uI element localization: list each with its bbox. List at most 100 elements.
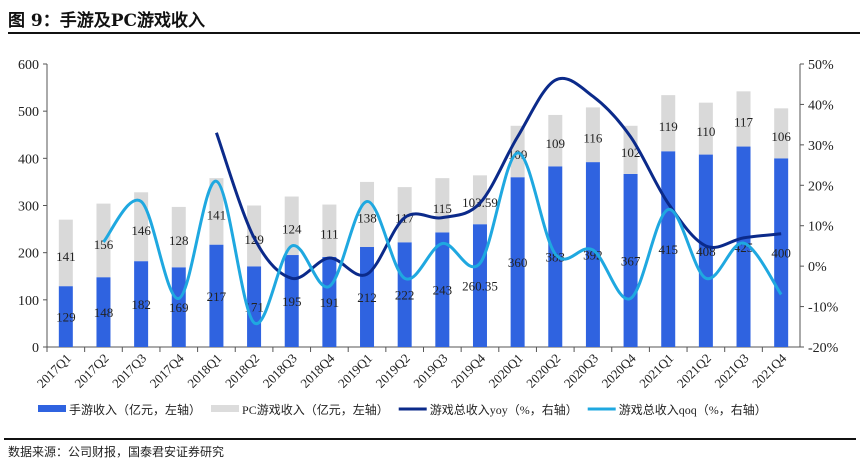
legend-label: PC游戏收入（亿元，左轴） [242,402,389,417]
x-tick-label: 2018Q1 [184,351,224,391]
bar-mobile [209,244,224,347]
bar-pc [472,175,487,225]
bar-pc [171,206,186,268]
data-label-mobile: 400 [771,246,791,261]
bar-mobile [171,267,186,347]
x-tick-label: 2021Q2 [674,351,714,391]
data-label-mobile: 360 [508,255,528,270]
line-qoq [102,151,783,326]
bar-pc [585,107,600,163]
data-label-mobile: 212 [357,290,377,305]
y2-tick-label: 40% [808,98,834,113]
x-tick-label: 2017Q4 [147,350,188,391]
bar-pc [58,219,73,287]
y2-tick-label: 50% [808,58,834,73]
data-label-pc: 156 [94,237,114,252]
source-note: 数据来源：公司财报，国泰君安证券研究 [8,445,225,459]
x-tick-label: 2020Q2 [523,351,563,391]
legend-swatch [38,405,66,412]
data-label-pc: 116 [583,130,603,145]
data-label-mobile: 148 [94,305,114,320]
bar-mobile [623,173,638,347]
y-tick-label: 500 [18,105,39,120]
x-tick-label: 2018Q3 [260,351,300,391]
x-tick-label: 2021Q1 [636,351,676,391]
data-label-mobile: 129 [56,310,76,325]
data-label-pc: 117 [734,115,754,130]
data-label-pc: 128 [169,233,189,248]
data-label-pc: 102 [621,145,641,160]
x-tick-label: 2017Q1 [34,351,74,391]
bar-pc [698,102,713,155]
y2-tick-label: 0% [808,260,827,275]
bar-mobile [585,162,600,347]
y2-tick-label: 10% [808,220,834,235]
bar-mobile [247,266,262,347]
data-label-mobile: 383 [546,250,566,265]
data-label-mobile: 243 [433,283,453,298]
x-tick-label: 2020Q3 [561,351,601,391]
bar-mobile [134,261,149,347]
bar-mobile [774,158,789,347]
bar-pc [774,108,789,159]
bar-pc [134,192,149,262]
data-label-mobile: 182 [131,297,151,312]
bar-pc [548,114,563,167]
y2-tick-label: -10% [808,301,839,316]
x-tick-label: 2019Q2 [373,351,413,391]
x-tick-label: 2017Q2 [71,351,111,391]
data-label-mobile: 260.35 [462,279,498,294]
data-label-mobile: 367 [621,253,641,268]
y-tick-label: 0 [32,341,39,356]
data-label-mobile: 217 [207,289,227,304]
data-label-mobile: 222 [395,288,415,303]
bar-mobile [58,286,73,347]
y2-tick-label: 30% [808,139,834,154]
data-label-pc: 111 [320,226,339,241]
data-label-mobile: 169 [169,300,189,315]
chart: 0 100 200 300 400 500 600 -20% -10% 0% 10% 20% 30% 40… [18,58,839,417]
line-yoy [215,77,782,280]
y2-tick-label: 20% [808,179,834,194]
data-label-pc: 110 [696,124,715,139]
bar-pc [397,187,412,243]
title-rule [8,32,860,34]
bar-mobile [548,166,563,347]
data-label-pc: 146 [131,223,151,238]
chart-title: 图 9：手游及PC游戏收入 [8,11,206,31]
x-tick-label: 2017Q3 [109,351,149,391]
data-label-mobile: 392 [583,248,603,263]
x-tick-label: 2019Q1 [335,351,375,391]
x-tick-label: 2018Q2 [222,351,262,391]
bar-mobile [698,154,713,347]
x-tick-label: 2018Q4 [297,350,338,391]
bar-mobile [510,177,525,347]
x-tick-label: 2019Q3 [410,351,450,391]
data-label-pc: 124 [282,222,302,237]
data-label-pc: 106 [771,129,791,144]
source-rule [4,438,856,440]
data-label-pc: 138 [357,211,377,226]
x-tick-label: 2019Q4 [448,350,489,391]
data-label-mobile: 191 [320,295,340,310]
legend-label: 游戏总收入yoy（%，右轴） [430,402,578,417]
x-tick-label: 2020Q4 [598,350,639,391]
bar-pc [661,95,676,152]
y-tick-label: 400 [18,152,39,167]
x-tick-label: 2021Q4 [749,350,790,391]
y2-tick-label: -20% [808,341,839,356]
bar-pc [623,125,638,174]
bar-pc [209,178,224,245]
data-label-pc: 109 [546,136,566,151]
data-label-mobile: 415 [658,242,678,257]
bar-pc [360,181,375,248]
bar-pc [284,196,299,256]
x-tick-label: 2021Q3 [711,351,751,391]
bar-mobile [322,256,337,347]
y-tick-label: 300 [18,200,39,215]
bar-mobile [397,242,412,347]
data-label-pc: 115 [433,201,452,216]
bar-pc [322,204,337,257]
y-tick-label: 200 [18,247,39,262]
legend-label: 游戏总收入qoq（%，右轴） [619,402,767,417]
